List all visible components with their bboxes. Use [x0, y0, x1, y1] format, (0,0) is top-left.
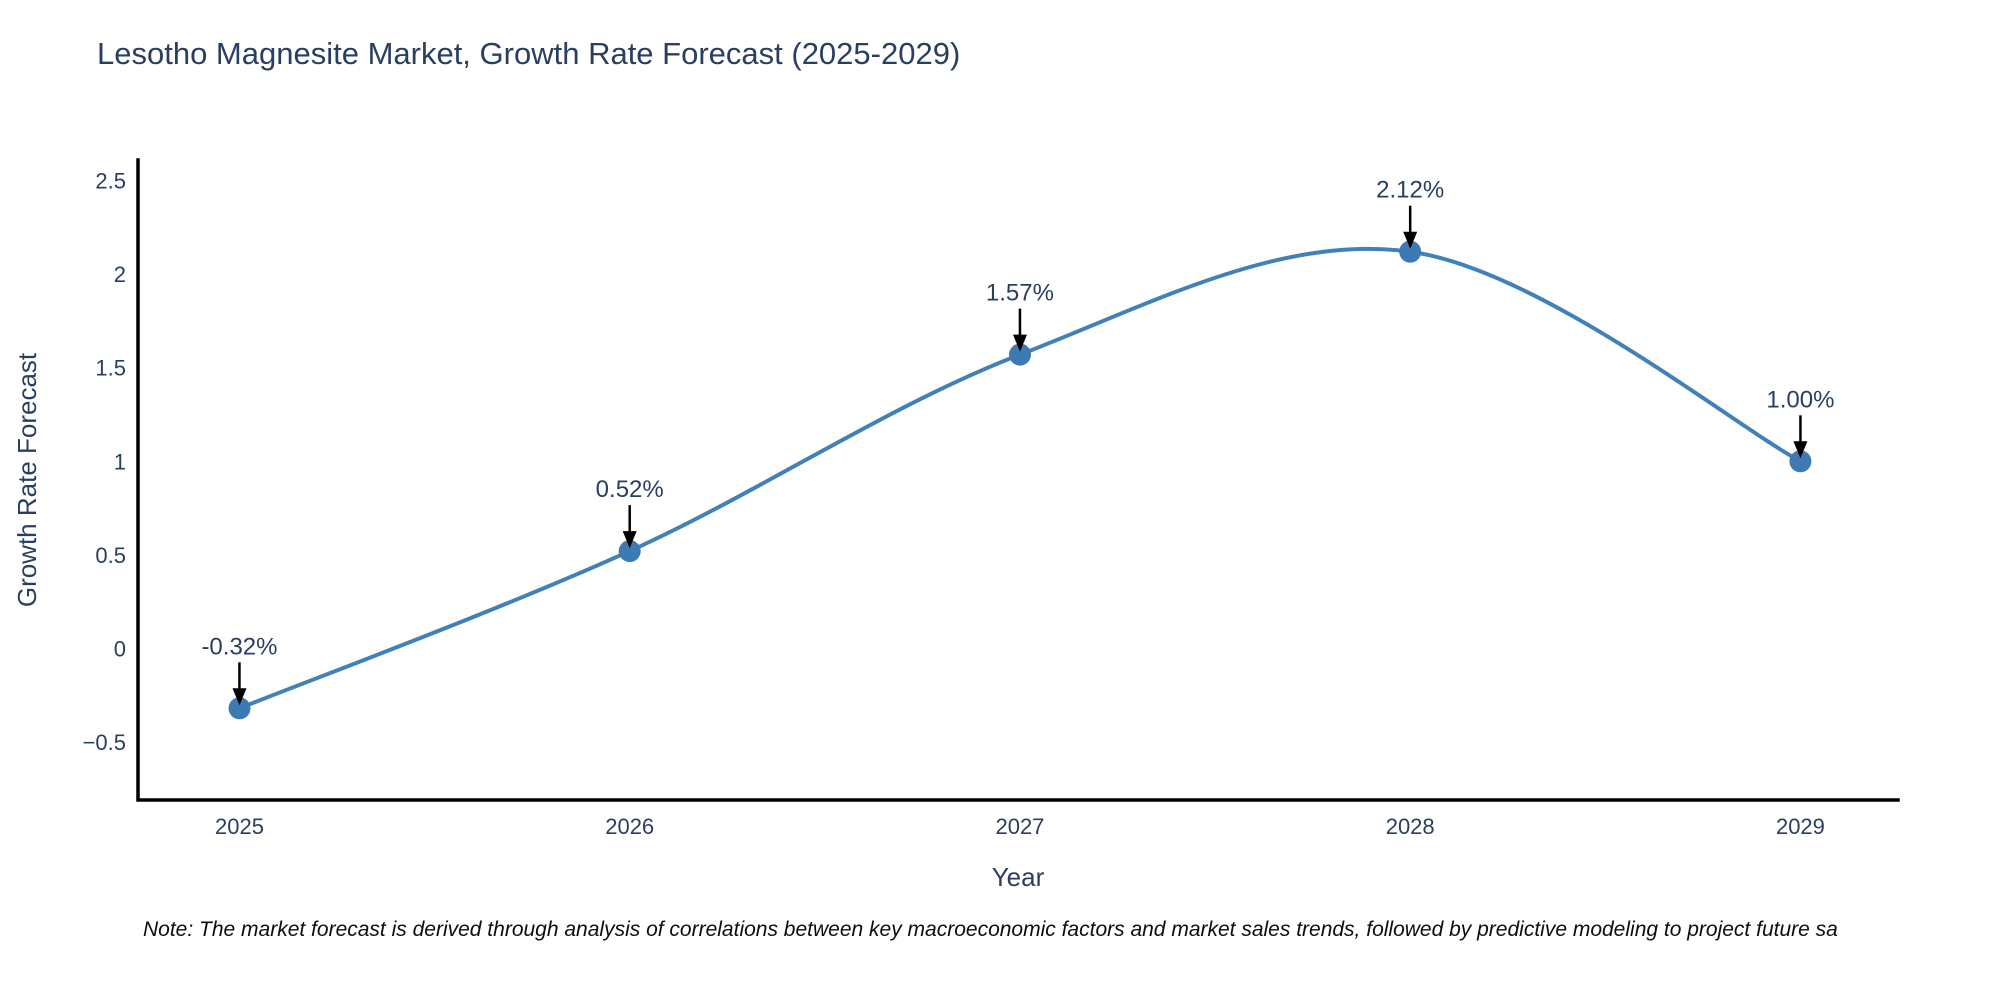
axis-spines: [136, 158, 1900, 802]
annotation-arrowhead: [232, 688, 247, 706]
point-value-label: 1.00%: [1766, 386, 1834, 413]
y-tick-label: −0.5: [83, 730, 126, 755]
data-point[interactable]: [1789, 450, 1812, 473]
point-value-label: 2.12%: [1376, 177, 1444, 204]
point-value-label: 1.57%: [986, 280, 1054, 307]
y-tick-label: 2.5: [95, 169, 126, 194]
data-point[interactable]: [1009, 343, 1031, 366]
x-tick-label: 2027: [995, 814, 1044, 839]
point-value-label: -0.32%: [201, 633, 277, 660]
annotation-arrowhead: [1013, 334, 1027, 352]
y-tick-label: 0.5: [95, 543, 126, 568]
y-tick-label: 2: [114, 262, 126, 287]
y-axis-title: Growth Rate Forecast: [12, 352, 42, 607]
x-tick-label: 2028: [1386, 814, 1435, 839]
data-point[interactable]: [1399, 240, 1422, 263]
annotation-arrowhead: [622, 531, 637, 549]
chart-title: Lesotho Magnesite Market, Growth Rate Fo…: [97, 36, 961, 71]
y-tick-label: 1: [114, 449, 126, 474]
data-point[interactable]: [228, 697, 251, 720]
data-point[interactable]: [618, 540, 641, 563]
x-tick-label: 2026: [605, 814, 654, 839]
annotation-arrowhead: [1403, 231, 1418, 249]
annotation-arrowhead: [1793, 441, 1808, 459]
footnote: Note: The market forecast is derived thr…: [143, 918, 1838, 941]
point-value-label: 0.52%: [596, 476, 664, 503]
x-tick-label: 2029: [1776, 814, 1825, 839]
x-tick-label: 2025: [215, 814, 264, 839]
y-tick-label: 1.5: [95, 356, 126, 381]
x-axis-title: Year: [992, 862, 1045, 892]
y-tick-label: 0: [114, 636, 126, 661]
